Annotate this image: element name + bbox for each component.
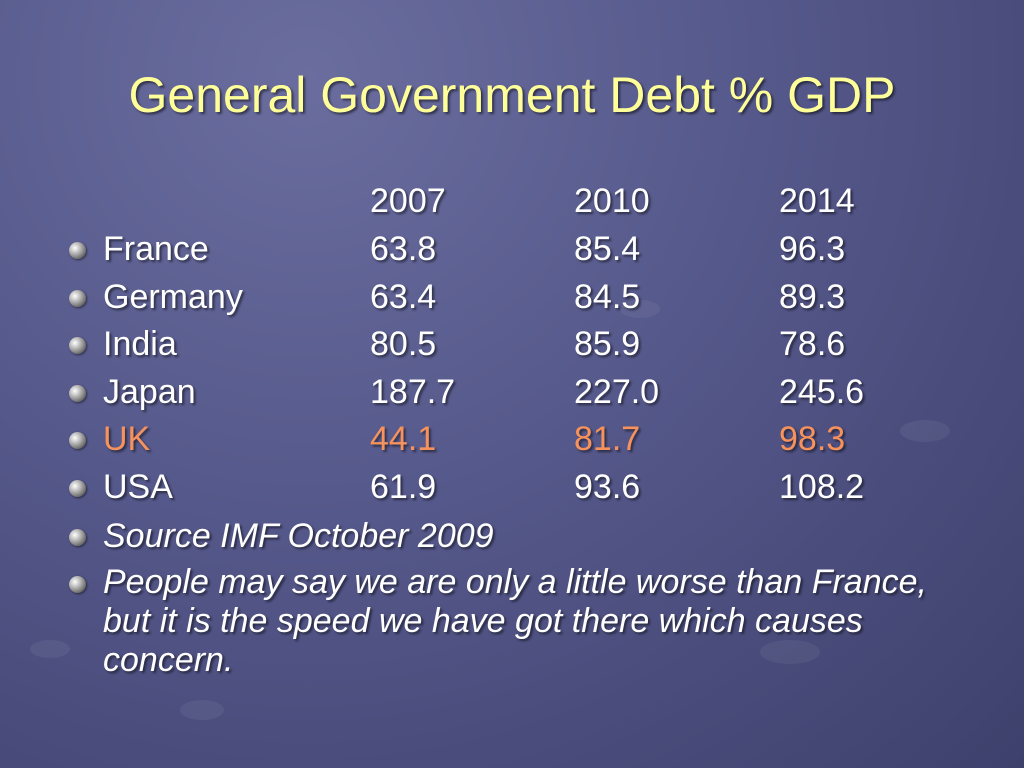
bullet bbox=[69, 289, 86, 307]
row-label: France bbox=[103, 230, 209, 268]
bullet bbox=[69, 479, 86, 497]
bullet bbox=[69, 529, 86, 546]
source-note: Source IMF October 2009 bbox=[103, 517, 494, 555]
row-label: USA bbox=[103, 467, 173, 506]
cell: 63.4 bbox=[370, 277, 437, 316]
cell: 108.2 bbox=[779, 467, 865, 506]
decoration bbox=[620, 300, 660, 318]
cell: 245.6 bbox=[779, 372, 865, 411]
cell: 93.6 bbox=[574, 467, 641, 506]
cell: 63.8 bbox=[370, 230, 437, 268]
cell: 85.9 bbox=[574, 325, 641, 363]
decoration bbox=[760, 640, 820, 664]
row-label: Germany bbox=[103, 277, 243, 316]
decoration bbox=[30, 640, 70, 658]
row-label: Japan bbox=[103, 372, 196, 411]
cell: 187.7 bbox=[370, 372, 456, 411]
cell: 84.5 bbox=[574, 277, 641, 316]
row-label: India bbox=[103, 325, 177, 363]
bullet bbox=[69, 384, 86, 402]
cell: 81.7 bbox=[574, 420, 641, 458]
slide-title: General Government Debt % GDP bbox=[128, 67, 896, 123]
row-label: UK bbox=[103, 420, 151, 458]
bullet bbox=[69, 576, 86, 593]
cell: 85.4 bbox=[574, 230, 641, 268]
cell: 44.1 bbox=[370, 420, 437, 458]
cell: 80.5 bbox=[370, 325, 437, 363]
cell: 227.0 bbox=[574, 372, 660, 411]
bullet bbox=[69, 337, 86, 354]
cell: 89.3 bbox=[779, 277, 846, 316]
column-header: 2007 bbox=[370, 182, 446, 220]
cell: 61.9 bbox=[370, 467, 437, 506]
cell: 98.3 bbox=[779, 420, 846, 458]
column-header: 2010 bbox=[574, 182, 650, 220]
bullet bbox=[69, 242, 86, 259]
column-header: 2014 bbox=[779, 182, 855, 220]
decoration bbox=[180, 700, 224, 720]
bullet bbox=[69, 432, 86, 449]
cell: 78.6 bbox=[779, 325, 846, 363]
comment: People may say we are only a little wors… bbox=[103, 563, 927, 679]
decoration bbox=[900, 420, 950, 442]
cell: 96.3 bbox=[779, 230, 846, 268]
